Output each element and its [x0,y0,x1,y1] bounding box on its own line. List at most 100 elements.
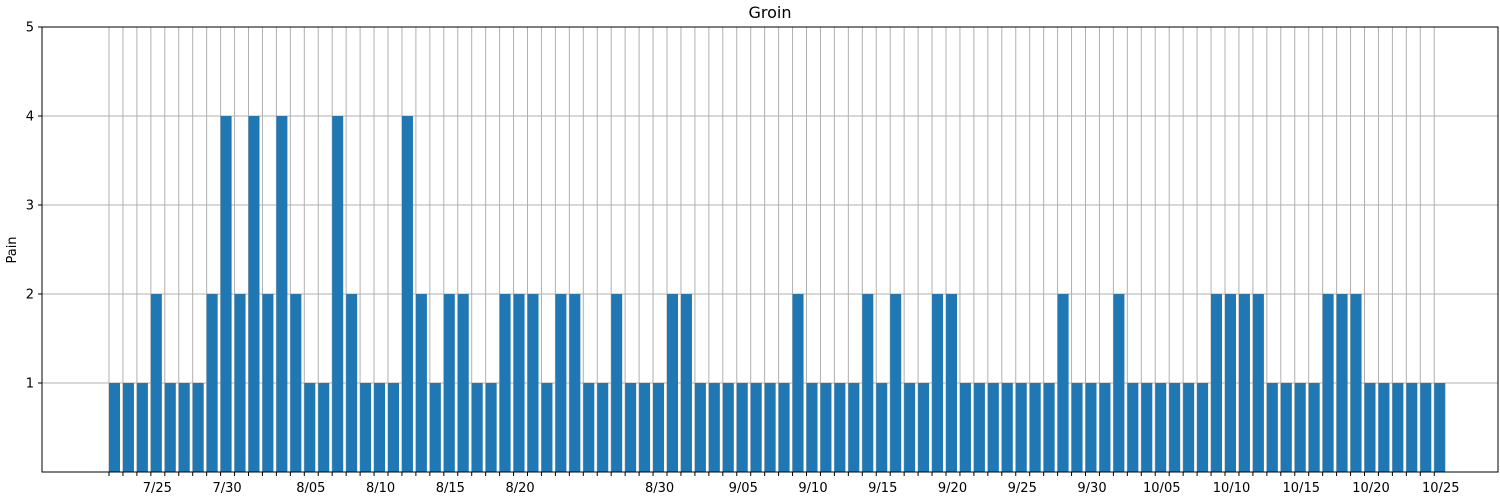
bar [764,383,776,472]
bar [973,383,985,472]
bar [346,294,358,472]
x-tick-label: 8/30 [645,481,674,496]
bar [248,116,260,472]
bar [360,383,372,472]
bar [304,383,316,472]
x-tick-label: 8/10 [366,481,395,496]
x-tick-label: 9/10 [798,481,827,496]
bar [192,383,204,472]
x-tick-label: 8/20 [505,481,534,496]
bar [541,383,553,472]
bar [653,383,665,472]
y-tick-label: 1 [26,377,34,392]
bar [1225,294,1236,472]
bar [1183,383,1195,472]
chart-title: Groin [749,3,792,22]
bar [1001,383,1013,472]
x-tick-label: 9/20 [938,481,967,496]
x-tick-label: 10/05 [1143,481,1180,496]
x-tick-label: 10/20 [1352,481,1389,496]
bar [206,294,218,472]
bar [234,294,246,472]
bar [1211,294,1223,472]
y-axis-ticks: 1 2 3 4 5 [26,21,42,392]
bar [1071,383,1083,472]
bar [722,383,734,472]
x-tick-label: 8/15 [436,481,465,496]
x-tick-label: 7/25 [143,481,172,496]
bar [611,294,623,472]
y-tick-label: 4 [26,110,34,125]
bar [150,294,162,472]
bar [1280,383,1292,472]
bar [1252,294,1264,472]
bar [750,383,762,472]
x-tick-label: 10/15 [1283,481,1320,496]
bar [1057,294,1069,472]
x-tick-label: 8/05 [296,481,325,496]
bar [499,294,511,472]
bar [513,294,525,472]
bar [946,294,957,472]
bar [625,383,637,472]
bar [1085,383,1097,472]
x-tick-label: 9/15 [868,481,897,496]
bar [109,383,120,472]
y-tick-label: 5 [26,21,34,36]
bar [1364,383,1376,472]
bar [792,294,804,472]
bar [736,383,748,472]
bar [457,294,469,472]
bar [876,383,888,472]
bars [109,116,1446,472]
y-tick-label: 3 [26,199,34,214]
bar [415,294,427,472]
x-tick-label: 7/30 [212,481,241,496]
bar [388,383,399,472]
bar [443,294,455,472]
bar [639,383,651,472]
bar [1336,294,1348,472]
y-axis-label: Pain [5,236,20,263]
bar [1197,383,1209,472]
bar [987,383,999,472]
bar [848,383,860,472]
bar [220,116,232,472]
x-axis-ticks: 7/25 7/30 8/05 8/10 8/15 8/20 8/30 9/05 9/10 9/15… [108,472,1459,496]
bar [904,383,916,472]
bar [332,116,344,472]
bar [1406,383,1418,472]
bar [527,294,539,472]
bar [918,383,930,472]
x-tick-label: 10/10 [1213,481,1250,496]
x-tick-label: 9/25 [1008,481,1037,496]
bar [862,294,874,472]
bar [429,383,441,472]
bar [583,383,595,472]
bar [1308,383,1320,472]
bar [890,294,902,472]
bar [318,383,330,472]
bar [401,116,413,472]
bar [1029,383,1041,472]
bar [1434,383,1446,472]
bar [820,383,832,472]
bar [1322,294,1334,472]
bar [1238,294,1250,472]
bar [471,383,483,472]
bar [1099,383,1111,472]
bar [485,383,497,472]
bar [262,294,274,472]
bar [1378,383,1390,472]
bar [1113,294,1125,472]
bar [1392,383,1404,472]
bar [806,383,818,472]
bar [1155,383,1167,472]
x-tick-label: 10/25 [1422,481,1459,496]
bar [178,383,190,472]
bar [694,383,706,472]
x-tick-label: 9/05 [729,481,758,496]
x-tick-label: 9/30 [1077,481,1106,496]
bar [834,383,846,472]
